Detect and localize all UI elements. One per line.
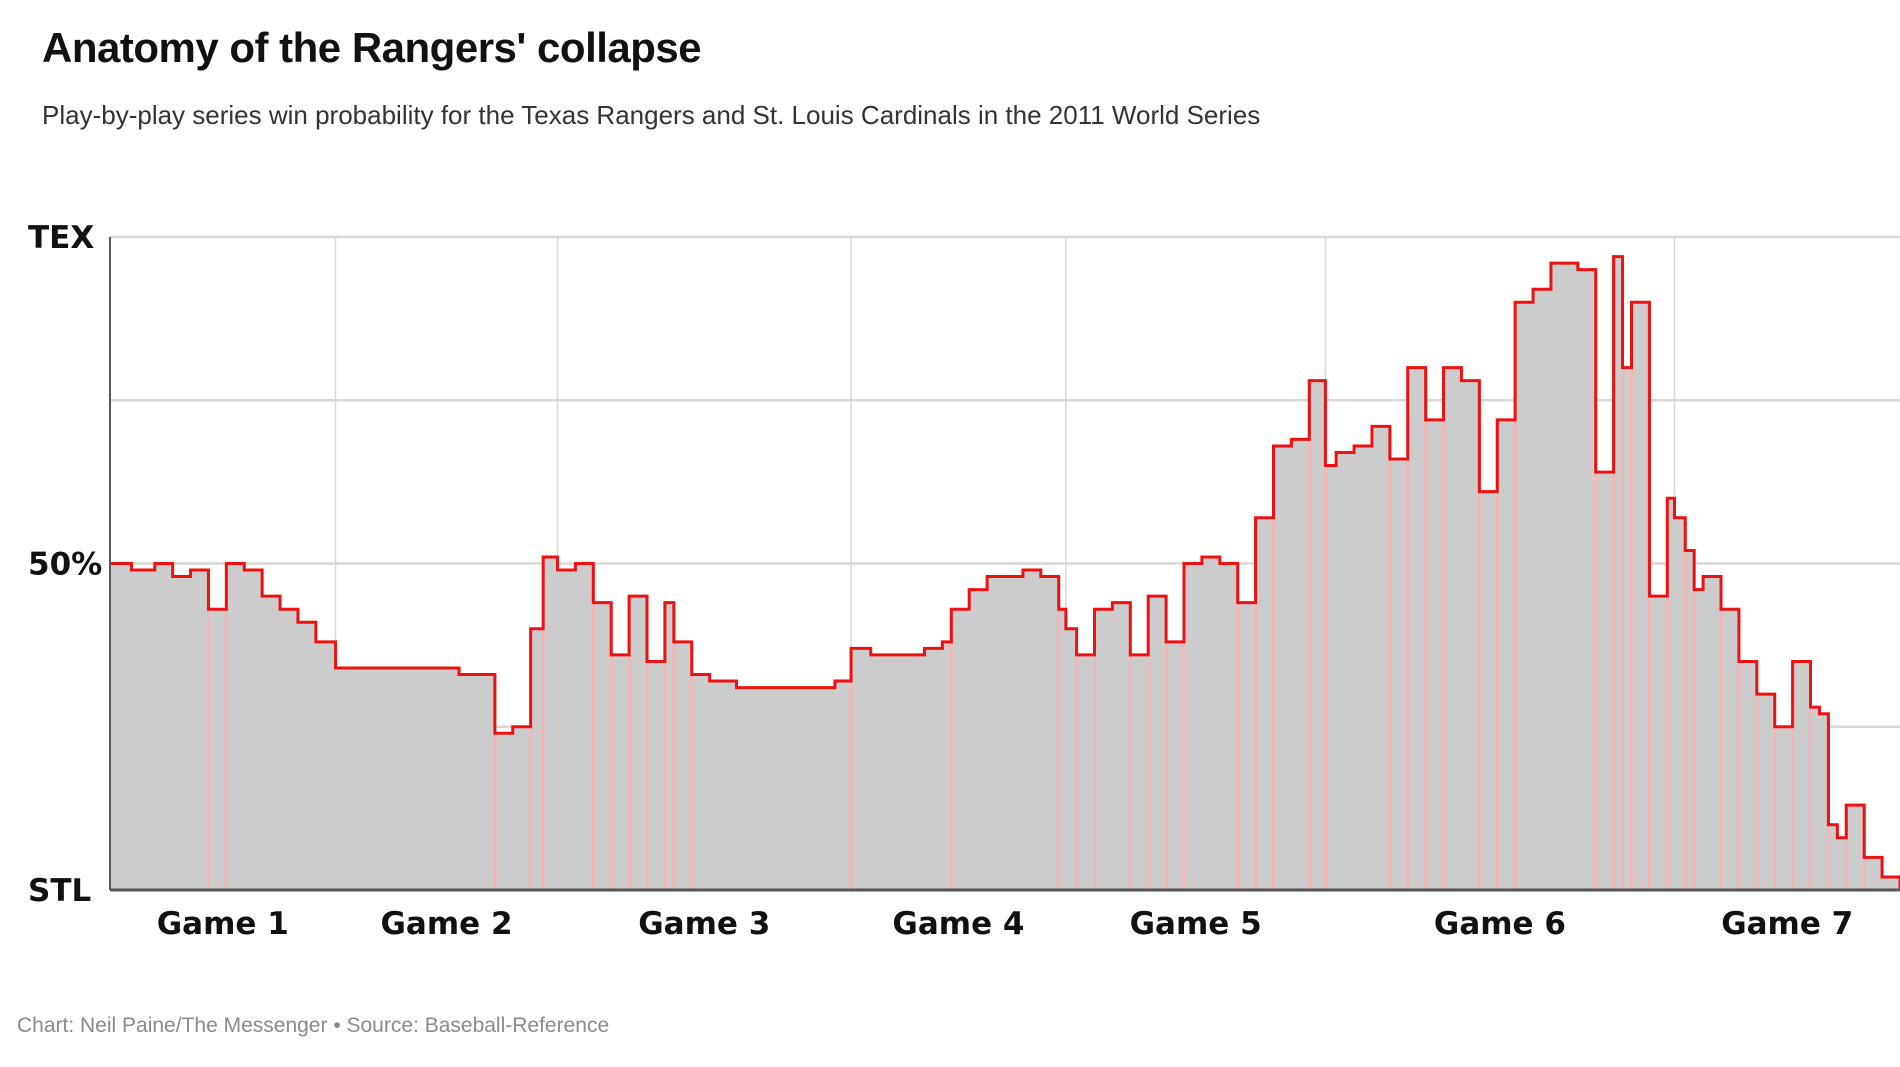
game-label: Game 4: [892, 906, 1024, 942]
swing-stripe: [672, 602, 676, 890]
swing-stripe: [1424, 367, 1428, 891]
swing-stripe: [1442, 367, 1446, 891]
swing-stripe: [1612, 256, 1616, 891]
win-probability-chart: TEX 50% STL Game 1 Game 2 Game 3 Game 4 Game 5…: [28, 220, 1900, 942]
swing-stripe: [1719, 576, 1723, 890]
swing-stripe: [1513, 302, 1517, 890]
game-label: Game 1: [157, 906, 289, 942]
swing-stripe: [529, 628, 533, 890]
swing-stripe: [690, 641, 694, 890]
swing-stripe: [949, 609, 953, 890]
swing-stripe: [1388, 426, 1392, 890]
swing-stripe: [663, 602, 667, 890]
chart-subtitle: Play-by-play series win probability for …: [42, 100, 1261, 130]
swing-stripe: [645, 596, 649, 890]
swing-stripe: [1146, 596, 1150, 890]
swing-stripe: [1791, 661, 1795, 890]
swing-stripe: [591, 563, 595, 890]
game-label: Game 2: [380, 906, 512, 942]
game-label: Game 5: [1130, 906, 1262, 942]
game-label: Game 3: [638, 906, 770, 942]
y-tick-labels: TEX 50% STL: [28, 220, 102, 909]
y-tick-label: 50%: [28, 547, 102, 583]
chart-credit: Chart: Neil Paine/The Messenger • Source…: [17, 1014, 610, 1037]
swing-stripe: [1057, 576, 1061, 890]
swing-stripe: [1692, 550, 1696, 890]
swing-stripe: [1075, 628, 1079, 890]
swing-stripe: [1621, 256, 1625, 891]
swing-stripe: [1182, 563, 1186, 890]
swing-stripe: [1164, 596, 1168, 890]
swing-stripe: [1323, 380, 1327, 890]
swing-stripe: [1594, 269, 1598, 890]
swing-stripe: [1254, 517, 1258, 890]
swing-stripe: [541, 556, 545, 890]
swing-stripe: [1665, 498, 1669, 890]
swing-stripe: [206, 570, 210, 890]
swing-stripe: [1406, 367, 1410, 891]
swing-stripe: [1495, 419, 1499, 890]
swing-stripe: [1236, 563, 1240, 890]
swing-stripe: [1128, 602, 1132, 890]
probability-area: [110, 256, 1900, 891]
swing-stripe: [224, 563, 228, 890]
game-label: Game 6: [1434, 906, 1566, 942]
swing-stripe: [627, 596, 631, 890]
chart-title: Anatomy of the Rangers' collapse: [42, 24, 702, 71]
swing-stripe: [1809, 661, 1812, 890]
game-label: Game 7: [1721, 906, 1853, 942]
probability-line: [110, 255, 1900, 890]
swing-stripe: [1683, 517, 1687, 890]
swing-stripe: [1630, 302, 1633, 890]
swing-stripe: [1093, 609, 1096, 890]
swing-stripe: [1844, 805, 1848, 890]
game-labels: Game 1 Game 2 Game 3 Game 4 Game 5 Game 6 Game…: [157, 906, 1854, 942]
y-tick-label: TEX: [28, 220, 94, 256]
swing-stripe: [1755, 661, 1759, 890]
swing-stripe: [849, 648, 853, 890]
swing-stripe: [609, 602, 613, 890]
swing-stripe: [1737, 609, 1741, 890]
swing-stripe: [1773, 694, 1777, 890]
y-tick-label: STL: [28, 873, 91, 909]
swing-stripe: [1272, 445, 1275, 890]
swing-stripe: [1477, 380, 1481, 890]
swing-stripe: [493, 674, 497, 890]
swing-stripe: [1307, 380, 1311, 890]
